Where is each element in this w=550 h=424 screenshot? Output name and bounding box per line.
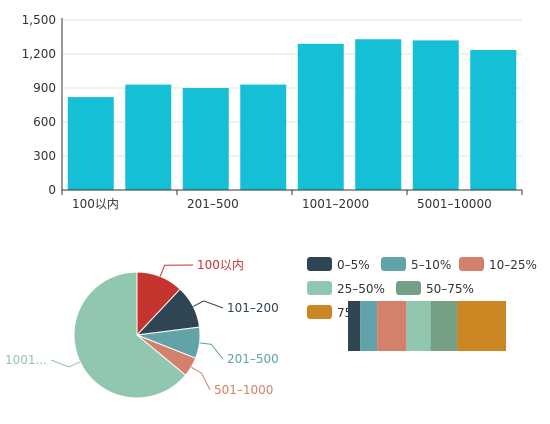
- y-tick-label: 0: [48, 183, 56, 197]
- legend-label: 25–50%: [337, 282, 385, 296]
- pie-leader-line: [50, 359, 81, 368]
- legend-label: 10–25%: [489, 258, 537, 272]
- legend-swatch: [307, 305, 332, 319]
- bar: [125, 84, 172, 190]
- pie-label: 201–500: [227, 352, 279, 366]
- y-tick-label: 600: [33, 115, 56, 129]
- pie-label: 1001...: [5, 353, 47, 367]
- bar: [297, 43, 344, 190]
- y-tick-label: 1,200: [22, 47, 56, 61]
- pie-leader-line: [190, 366, 211, 391]
- bar: [240, 84, 287, 190]
- bar: [355, 39, 402, 191]
- pie-leader-line: [199, 342, 224, 360]
- legend-swatch: [307, 281, 332, 295]
- y-tick-label: 1,500: [22, 13, 56, 27]
- bar: [470, 50, 517, 191]
- bar: [67, 97, 114, 190]
- pie-slice: [73, 271, 187, 399]
- stacked-segment: [430, 301, 458, 351]
- pie-label: 501–1000: [214, 383, 273, 397]
- bar: [412, 40, 459, 191]
- legend-swatch: [459, 257, 484, 271]
- pie-label: 100以内: [197, 258, 244, 272]
- legend-swatch: [307, 257, 332, 271]
- stacked-segment: [377, 301, 407, 351]
- stacked-segment: [360, 301, 378, 351]
- x-tick-label: 5001–10000: [417, 197, 492, 211]
- y-tick-label: 900: [33, 81, 56, 95]
- legend-label: 0–5%: [337, 258, 370, 272]
- stacked-segment: [348, 301, 361, 351]
- pie-label: 101–200: [227, 301, 279, 315]
- legend-label: 50–75%: [426, 282, 474, 296]
- y-tick-label: 300: [33, 149, 56, 163]
- stacked-segment: [406, 301, 431, 351]
- legend-label: 5–10%: [411, 258, 451, 272]
- bar: [182, 88, 229, 190]
- legend-swatch: [396, 281, 421, 295]
- pie-leader-line: [192, 300, 224, 309]
- legend-swatch: [381, 257, 406, 271]
- x-tick-label: 1001–2000: [302, 197, 369, 211]
- pie-leader-line: [159, 264, 194, 277]
- stacked-segment: [457, 301, 506, 351]
- x-tick-label: 100以内: [72, 197, 119, 211]
- x-tick-label: 201–500: [187, 197, 239, 211]
